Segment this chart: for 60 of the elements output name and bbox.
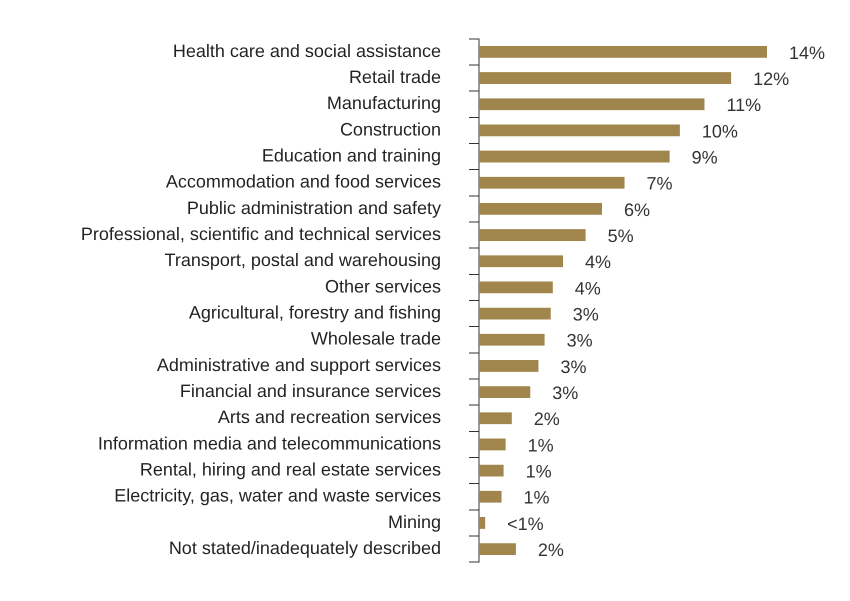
y-tick-label: Construction — [340, 119, 441, 140]
data-label: 11% — [726, 95, 762, 116]
data-label: 1% — [526, 462, 552, 482]
data-label: 12% — [753, 69, 790, 90]
bar — [479, 438, 506, 450]
bar — [479, 334, 545, 346]
y-tick-label: Public administration and safety — [186, 198, 441, 218]
bar — [479, 360, 538, 372]
data-label: 4% — [585, 252, 612, 272]
data-label: 3% — [560, 356, 586, 377]
y-tick-label: Retail trade — [348, 67, 441, 88]
data-label: 9% — [692, 148, 718, 168]
bar — [479, 490, 502, 503]
y-tick-label: Professional, scientific and technical services — [80, 224, 441, 244]
y-tick-label: Arts and recreation services — [218, 407, 441, 428]
bar — [479, 229, 586, 241]
data-label: 2% — [538, 540, 564, 560]
data-label: 6% — [624, 200, 650, 220]
data-label: 2% — [534, 409, 560, 430]
bar — [479, 98, 704, 110]
bar — [479, 124, 680, 136]
y-tick-label: Education and training — [262, 146, 441, 166]
y-tick-label: Information media and telecommunications — [98, 433, 441, 454]
data-label: <1% — [507, 514, 544, 534]
bar — [479, 308, 551, 320]
data-label: 3% — [552, 383, 578, 404]
y-tick-label: Health care and social assistance — [172, 40, 441, 61]
bar — [479, 176, 625, 189]
bar — [479, 72, 732, 84]
data-label: 1% — [524, 488, 550, 508]
bar — [479, 255, 564, 268]
bar — [479, 203, 602, 215]
y-tick-label: Agricultural, forestry and fishing — [188, 302, 441, 323]
bar — [479, 150, 670, 162]
data-label: 3% — [566, 330, 593, 351]
bar — [479, 46, 767, 58]
y-tick-label: Administrative and support services — [156, 354, 441, 375]
bar — [479, 412, 512, 424]
y-tick-label: Manufacturing — [326, 93, 441, 114]
y-tick-label: Accommodation and food services — [166, 172, 441, 192]
data-label: 1% — [528, 435, 554, 456]
y-tick-label: Not stated/inadequately described — [168, 538, 441, 558]
y-tick-label: Mining — [388, 512, 441, 532]
data-label: 7% — [646, 174, 673, 194]
y-tick-label: Rental, hiring and real estate services — [140, 460, 441, 480]
bar — [479, 386, 530, 398]
y-tick-label: Wholesale trade — [310, 328, 441, 349]
bar — [479, 543, 516, 556]
data-label: 10% — [702, 121, 738, 142]
y-tick-label: Electricity, gas, water and waste services — [114, 486, 441, 506]
data-label: 5% — [608, 226, 634, 246]
y-tick-label: Financial and insurance services — [180, 381, 441, 402]
y-tick-label: Transport, postal and warehousing — [164, 250, 441, 270]
bar — [479, 517, 486, 529]
data-label: 4% — [574, 278, 601, 298]
y-tick-label: Other services — [324, 276, 441, 296]
bar — [479, 282, 553, 294]
data-label: 14% — [789, 42, 826, 63]
data-label: 3% — [572, 304, 599, 325]
bar — [479, 464, 504, 476]
